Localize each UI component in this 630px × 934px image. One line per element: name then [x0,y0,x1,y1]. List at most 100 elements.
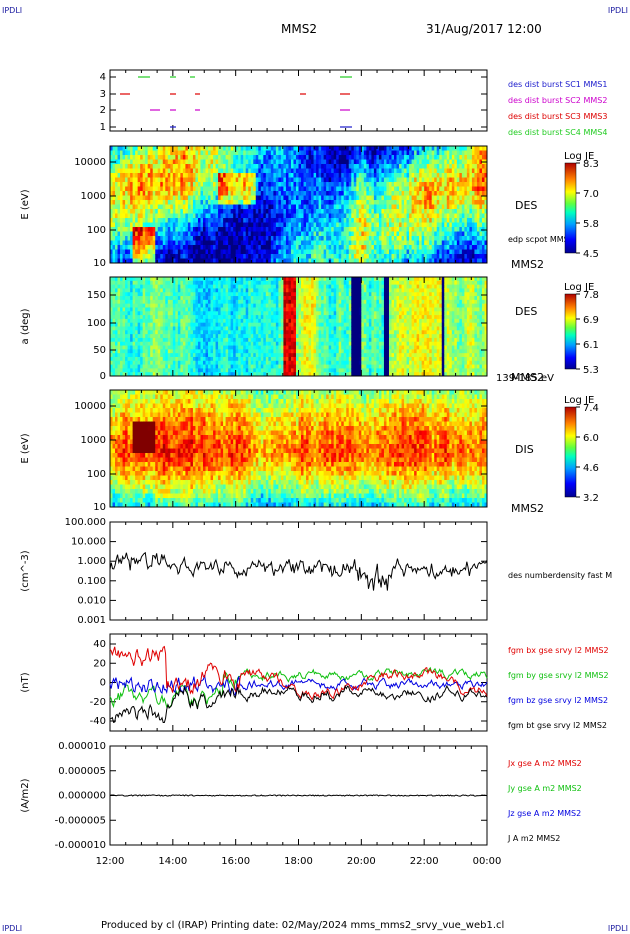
heatmap-cell [290,177,294,183]
heatmap-cell [135,277,139,282]
heatmap-cell [333,195,337,201]
heatmap-cell [318,218,322,223]
heatmap-cell [127,173,131,178]
heatmap-cell [130,258,134,264]
heatmap-cell [424,222,428,228]
heatmap-cell [383,227,387,232]
heatmap-cell [419,186,423,192]
heatmap-cell [341,177,345,183]
heatmap-cell [265,209,269,214]
heatmap-cell [394,213,397,219]
heatmap-cell [471,236,475,241]
heatmap-cell [348,245,352,250]
heatmap-cell [301,204,304,210]
heatmap-cell [273,168,277,174]
heatmap-cell [160,227,164,232]
heatmap-cell [409,258,412,264]
heatmap-cell [441,240,445,246]
heatmap-cell [130,288,134,293]
heatmap-cell [167,159,171,165]
heatmap-cell [120,364,123,369]
heatmap-cell [366,209,370,214]
heatmap-cell [135,284,139,289]
heatmap-cell [245,254,249,259]
heatmap-cell [469,222,473,228]
heatmap-cell [303,173,307,178]
heatmap-cell [275,164,279,169]
heatmap-cell [195,222,199,228]
heatmap-cell [175,307,179,312]
heatmap-cell [152,155,156,160]
heatmap-cell [351,236,355,241]
heatmap-cell [273,236,277,241]
heatmap-cell [152,364,156,369]
heatmap-cell [461,200,465,205]
heatmap-cell [371,231,375,237]
heatmap-cell [476,249,480,255]
heatmap-cell [165,150,169,156]
heatmap-cell [145,356,149,362]
heatmap-cell [326,209,330,214]
heatmap-cell [152,296,156,301]
heatmap-cell [127,245,131,250]
heatmap-cell [175,372,179,377]
heatmap-cell [346,222,350,228]
heatmap-cell [371,240,375,246]
heatmap-cell [195,213,199,219]
heatmap-cell [414,245,418,250]
heatmap-cell [424,159,428,165]
heatmap-cell [356,227,360,232]
heatmap-cell [328,204,332,210]
heatmap-cell [318,173,322,178]
heatmap-cell [388,173,392,178]
heatmap-cell [479,245,483,250]
heatmap-cell [248,173,252,178]
heatmap-cell [366,155,370,160]
heatmap-cell [147,146,151,151]
heatmap-cell [426,249,430,255]
heatmap-cell [135,213,139,219]
heatmap-cell [162,299,166,305]
heatmap-cell [115,168,118,174]
heatmap-cell [399,236,402,241]
heatmap-cell [449,182,453,187]
heatmap-cell [250,186,254,192]
heatmap-cell [147,164,151,169]
heatmap-cell [157,326,161,331]
heatmap-cell [484,173,488,178]
heatmap-cell [265,150,269,156]
heatmap-cell [356,150,360,156]
heatmap-cell [210,245,214,250]
heatmap-cell [117,337,121,343]
heatmap-cell [396,150,400,156]
heatmap-cell [132,195,136,201]
heatmap-cell [238,240,242,246]
heatmap-cell [353,164,357,169]
heatmap-cell [182,349,186,354]
heatmap-cell [152,173,156,178]
heatmap-cell [444,159,448,165]
heatmap-cell [275,227,279,232]
heatmap-cell [240,159,244,165]
heatmap-cell [298,258,302,264]
heatmap-cell [459,200,463,205]
heatmap-cell [125,364,128,369]
heatmap-cell [235,249,239,255]
heatmap-cell [155,364,159,369]
heatmap-cell [202,164,206,169]
heatmap-cell [278,240,282,246]
heatmap-cell [137,368,141,373]
heatmap-cell [160,164,164,169]
heatmap-cell [120,322,123,327]
heatmap-cell [235,159,239,165]
heatmap-cell [313,227,317,232]
heatmap-cell [378,222,382,228]
heatmap-cell [378,236,382,241]
heatmap-cell [235,236,239,241]
heatmap-cell [240,186,244,192]
heatmap-cell [356,258,360,264]
heatmap-cell [140,296,144,301]
heatmap-cell [205,200,209,205]
heatmap-cell [351,155,355,160]
heatmap-cell [180,284,184,289]
